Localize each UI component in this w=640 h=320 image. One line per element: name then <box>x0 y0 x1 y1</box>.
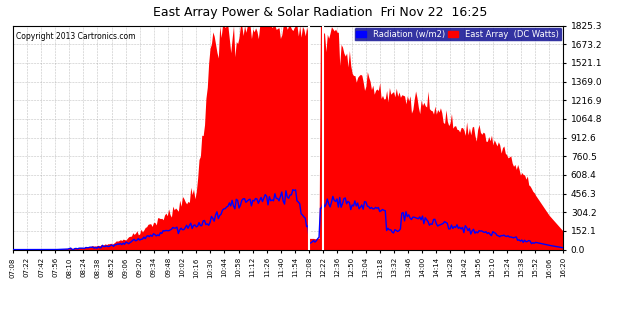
Legend: Radiation (w/m2), East Array  (DC Watts): Radiation (w/m2), East Array (DC Watts) <box>354 27 561 41</box>
Text: Copyright 2013 Cartronics.com: Copyright 2013 Cartronics.com <box>15 32 135 41</box>
Text: East Array Power & Solar Radiation  Fri Nov 22  16:25: East Array Power & Solar Radiation Fri N… <box>153 6 487 20</box>
